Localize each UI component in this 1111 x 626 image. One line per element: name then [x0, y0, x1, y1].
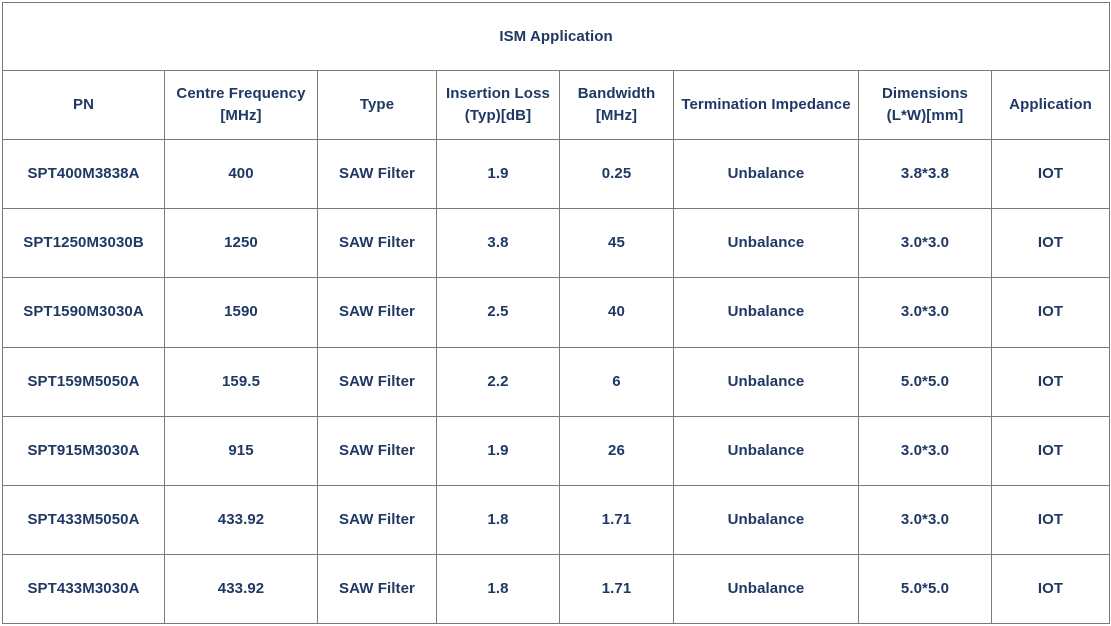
column-header-dimensions: Dimensions (L*W)[mm]: [858, 70, 992, 141]
table-cell-type: SAW Filter: [317, 139, 437, 210]
column-header-label: PN: [72, 96, 95, 114]
table-cell-application: IOT: [990, 346, 1111, 417]
table-cell-bandwidth: 26: [559, 415, 674, 486]
table-cell-type: SAW Filter: [317, 346, 437, 417]
table-cell-dimensions: 3.0*3.0: [858, 208, 992, 279]
column-header-insertion-loss: Insertion Loss (Typ)[dB]: [436, 70, 560, 141]
table-cell-pn: SPT1590M3030A: [2, 277, 165, 348]
table-cell-bandwidth: 40: [559, 277, 674, 348]
table-cell-insertion-loss: 1.8: [436, 484, 560, 555]
table-cell-pn: SPT433M5050A: [2, 484, 165, 555]
table-cell-bandwidth: 1.71: [559, 553, 674, 625]
table-row: SPT159M5050A 159.5 SAW Filter 2.2 6 Unbalance…: [2, 346, 1111, 417]
table-cell-insertion-loss: 1.9: [436, 139, 560, 210]
table-cell-bandwidth: 6: [559, 346, 674, 417]
column-header-label: Bandwidth: [577, 85, 656, 103]
table-cell-dimensions: 3.0*3.0: [858, 484, 992, 555]
table-cell-dimensions: 3.0*3.0: [858, 277, 992, 348]
column-header-label: Application: [1009, 96, 1092, 114]
table-cell-centre-frequency: 433.92: [164, 553, 318, 625]
column-header-pn: PN: [2, 70, 165, 141]
column-header-centre-frequency: Centre Frequency [MHz]: [164, 70, 318, 141]
table-row: SPT1250M3030B 1250 SAW Filter 3.8 45 Unbalanc…: [2, 208, 1111, 279]
table-cell-centre-frequency: 433.92: [164, 484, 318, 555]
table-row: SPT400M3838A 400 SAW Filter 1.9 0.25 Unbalanc…: [2, 139, 1111, 210]
column-header-bandwidth: Bandwidth [MHz]: [559, 70, 674, 141]
column-header-unit: [MHz]: [220, 107, 262, 125]
table-cell-centre-frequency: 159.5: [164, 346, 318, 417]
table-cell-termination-impedance: Unbalance: [673, 415, 859, 486]
table-body: SPT400M3838A 400 SAW Filter 1.9 0.25 Unbalanc…: [2, 139, 1111, 625]
table-cell-termination-impedance: Unbalance: [673, 553, 859, 625]
table-row: SPT433M3030A 433.92 SAW Filter 1.8 1.71 Unbal…: [2, 553, 1111, 625]
table-cell-termination-impedance: Unbalance: [673, 139, 859, 210]
table-cell-bandwidth: 45: [559, 208, 674, 279]
table-cell-application: IOT: [990, 484, 1111, 555]
table-cell-centre-frequency: 400: [164, 139, 318, 210]
table-title: ISM Application: [1, 1, 1111, 72]
table-row: SPT1590M3030A 1590 SAW Filter 2.5 40 Unbalanc…: [2, 277, 1111, 348]
table-cell-application: IOT: [990, 277, 1111, 348]
table-cell-termination-impedance: Unbalance: [673, 208, 859, 279]
table-cell-centre-frequency: 1250: [164, 208, 318, 279]
table-cell-pn: SPT400M3838A: [2, 139, 165, 210]
table-cell-application: IOT: [990, 415, 1111, 486]
table-cell-termination-impedance: Unbalance: [673, 277, 859, 348]
table-cell-dimensions: 5.0*5.0: [858, 346, 992, 417]
table-cell-dimensions: 3.0*3.0: [858, 415, 992, 486]
table-cell-type: SAW Filter: [317, 553, 437, 625]
column-header-unit: (L*W)[mm]: [886, 107, 964, 125]
column-header-application: Application: [990, 70, 1111, 141]
column-header-label: Centre Frequency: [176, 85, 306, 103]
table-cell-insertion-loss: 2.2: [436, 346, 560, 417]
table-cell-application: IOT: [990, 139, 1111, 210]
table-cell-dimensions: 3.8*3.8: [858, 139, 992, 210]
table-cell-centre-frequency: 915: [164, 415, 318, 486]
table-cell-insertion-loss: 2.5: [436, 277, 560, 348]
table-cell-insertion-loss: 1.8: [436, 553, 560, 625]
table-cell-type: SAW Filter: [317, 208, 437, 279]
table-cell-application: IOT: [990, 553, 1111, 625]
table-cell-type: SAW Filter: [317, 484, 437, 555]
table-cell-type: SAW Filter: [317, 415, 437, 486]
table-cell-termination-impedance: Unbalance: [673, 346, 859, 417]
table-cell-pn: SPT433M3030A: [2, 553, 165, 625]
table-row: SPT915M3030A 915 SAW Filter 1.9 26 Unbalance 3…: [2, 415, 1111, 486]
table-cell-bandwidth: 0.25: [559, 139, 674, 210]
column-header-type: Type: [317, 70, 437, 141]
table-cell-pn: SPT1250M3030B: [2, 208, 165, 279]
table-row: SPT433M5050A 433.92 SAW Filter 1.8 1.71 Unbal…: [2, 484, 1111, 555]
table-cell-termination-impedance: Unbalance: [673, 484, 859, 555]
table-cell-centre-frequency: 1590: [164, 277, 318, 348]
table-cell-application: IOT: [990, 208, 1111, 279]
column-header-label: Insertion Loss: [446, 85, 550, 103]
table-cell-dimensions: 5.0*5.0: [858, 553, 992, 625]
column-header-unit: [MHz]: [595, 107, 638, 125]
column-header-label: Dimensions: [881, 85, 969, 103]
column-header-label: Type: [359, 96, 395, 114]
table-cell-pn: SPT915M3030A: [2, 415, 165, 486]
table-cell-insertion-loss: 1.9: [436, 415, 560, 486]
table-header-row: PN Centre Frequency [MHz] Type Insertion Los…: [2, 70, 1111, 141]
column-header-unit: (Typ)[dB]: [464, 107, 532, 125]
column-header-termination-impedance: Termination Impedance: [673, 70, 859, 141]
table-title-row: ISM Application: [1, 1, 1111, 72]
table-cell-bandwidth: 1.71: [559, 484, 674, 555]
table-cell-pn: SPT159M5050A: [2, 346, 165, 417]
table-cell-type: SAW Filter: [317, 277, 437, 348]
table-cell-insertion-loss: 3.8: [436, 208, 560, 279]
column-header-label: Termination Impedance: [681, 96, 851, 114]
